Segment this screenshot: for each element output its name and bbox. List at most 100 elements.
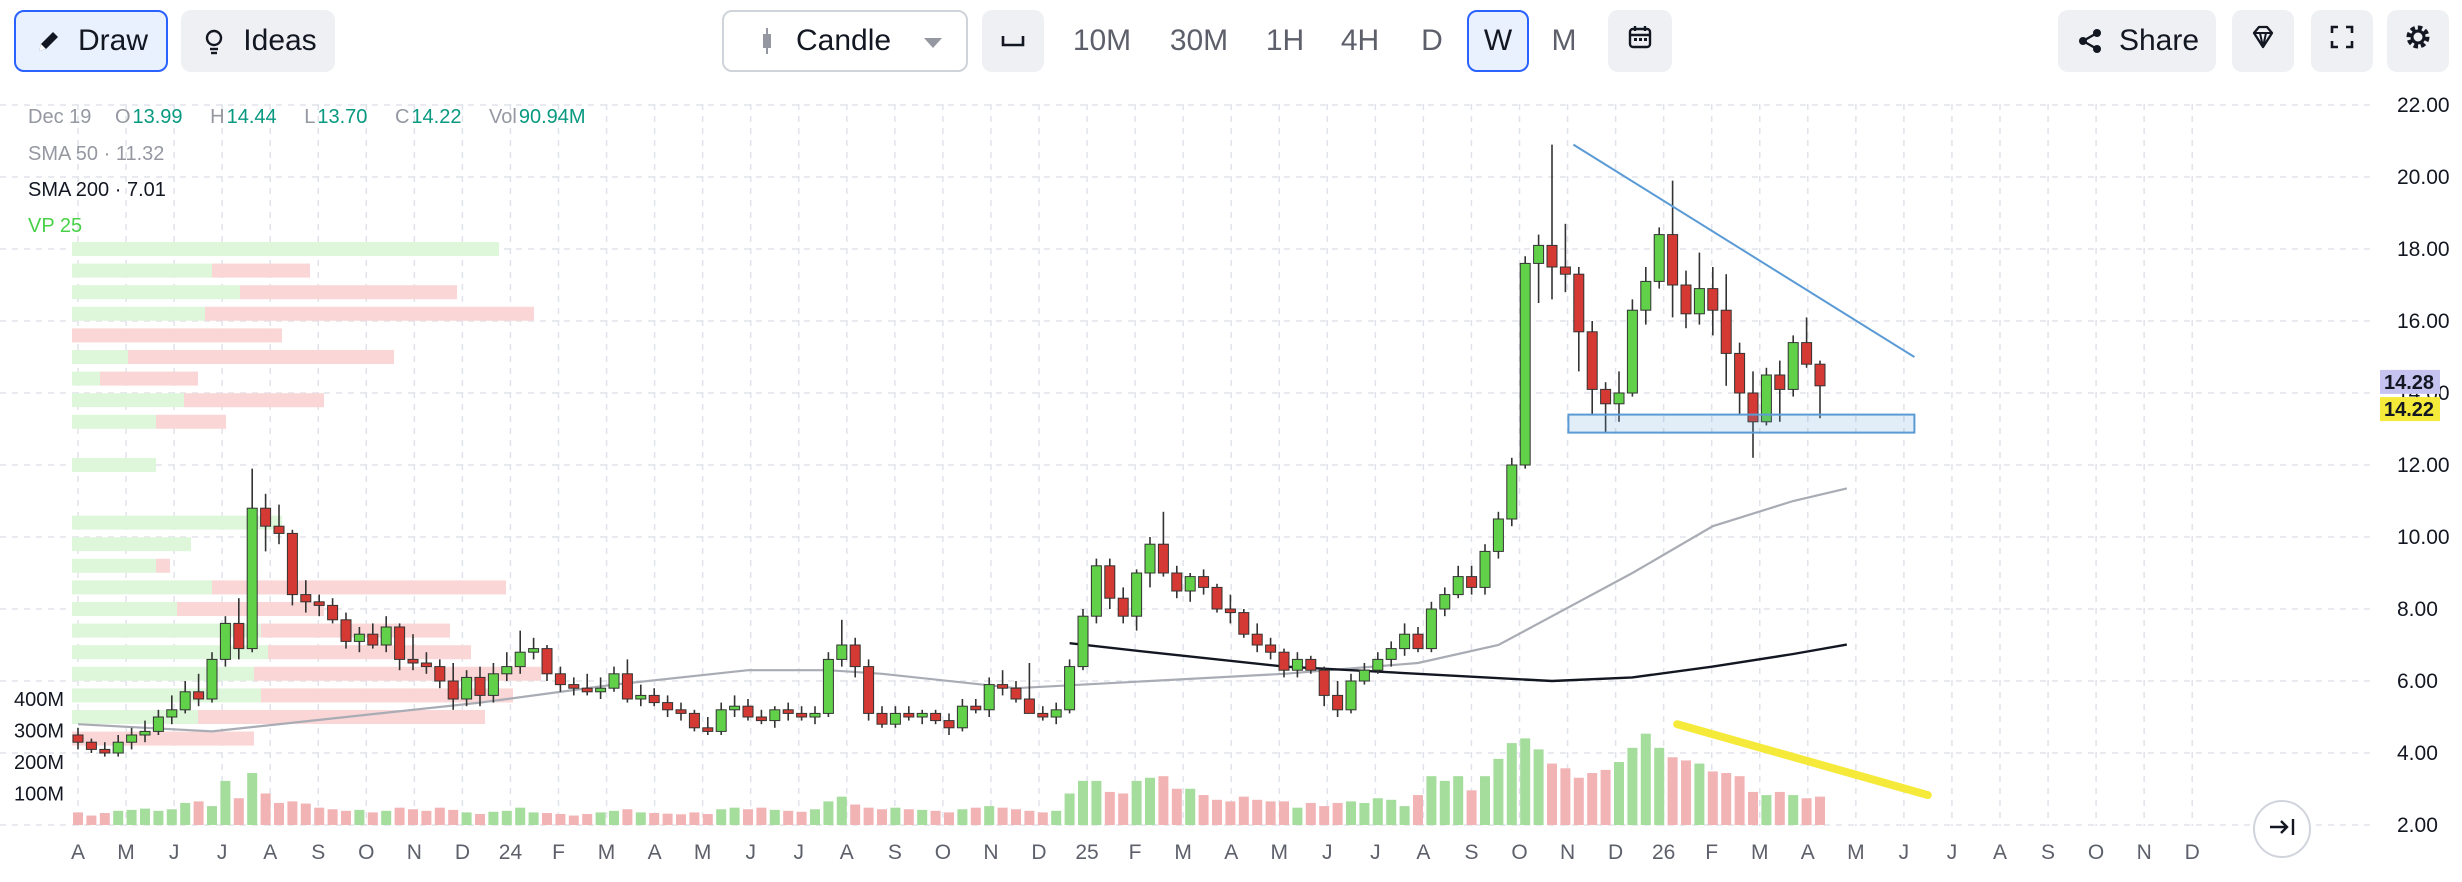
candle-body — [1640, 280, 1652, 311]
candle-body — [675, 709, 687, 714]
candle-body — [1077, 615, 1089, 668]
candle-body — [1050, 709, 1062, 718]
volume-bar-down — [1413, 795, 1423, 825]
candle-body — [541, 648, 553, 675]
settings-button[interactable] — [2387, 10, 2449, 72]
volume-bar-down — [1573, 777, 1584, 825]
volume-bar-down — [1011, 809, 1021, 825]
candle-down — [568, 677, 580, 696]
candle-body — [367, 633, 379, 646]
sma200-legend[interactable]: SMA 200 · 7.01 — [28, 179, 166, 202]
candle-body — [487, 673, 499, 696]
volume-bar-down — [1104, 791, 1115, 825]
candle-body — [1345, 680, 1357, 711]
price-axis[interactable]: 2.004.006.008.0010.0012.0014.0016.0018.0… — [2380, 94, 2450, 837]
gem-button[interactable] — [2232, 10, 2294, 72]
candle-down — [796, 706, 808, 721]
calendar-button[interactable] — [1608, 10, 1672, 72]
timeframe-w[interactable]: W — [1467, 10, 1529, 72]
time-axis[interactable]: A M J J A S O N D 24 F M A M J J A S O N D 25 F M A M J J A S O N D 26 F M A… — [71, 841, 2200, 864]
candle-down — [1265, 637, 1277, 660]
candle-body — [1198, 576, 1210, 588]
candle-body — [1144, 543, 1156, 574]
timeframe-1h[interactable]: 1H — [1265, 24, 1305, 57]
candle-body — [836, 644, 848, 660]
fullscreen-button[interactable] — [2311, 10, 2373, 72]
volume-highlight-line — [1673, 720, 1932, 800]
timeframe-10m[interactable]: 10M — [1072, 24, 1132, 57]
volume-bar-up — [1386, 799, 1397, 825]
candle-up — [809, 706, 821, 725]
sma50-legend[interactable]: SMA 50 · 11.32 — [28, 143, 164, 166]
volume-bar-up — [1614, 762, 1624, 825]
vp-bar-down — [100, 371, 198, 386]
candle-up — [1439, 587, 1451, 617]
candle-down — [260, 493, 272, 552]
candle-down — [1774, 360, 1786, 422]
vp-legend[interactable]: VP 25 — [28, 215, 83, 237]
space-button[interactable] — [982, 10, 1044, 72]
timeframe-4h[interactable]: 4H — [1340, 24, 1380, 57]
candle-down — [541, 645, 553, 681]
volume-bar-up — [1131, 780, 1142, 825]
volume-bar-down — [1466, 790, 1477, 825]
support-zone — [1567, 413, 1916, 434]
volume-tick-label: 200M — [14, 752, 64, 774]
time-tick-label: J — [169, 841, 180, 864]
candle-body — [863, 666, 875, 714]
candle-up — [1090, 558, 1102, 624]
volume-bar-down — [1118, 793, 1129, 825]
ohlc-legend: Dec 19 O 13.99 H 14.44 L 13.70 C 14.22 Vol 90… — [28, 106, 586, 129]
time-tick-label: F — [1705, 841, 1718, 864]
volume-bar-up — [140, 808, 150, 825]
ideas-button[interactable]: Ideas — [181, 10, 335, 72]
volume-bar-down — [944, 812, 954, 825]
candle-up — [206, 652, 218, 703]
price-tick-label: 18.00 — [2397, 238, 2450, 261]
volume-bar-up — [1788, 795, 1799, 825]
candle-body — [152, 716, 164, 732]
candle-body — [1184, 576, 1196, 592]
scroll-to-end-button[interactable] — [2253, 800, 2311, 858]
volume-bar-down — [1279, 801, 1289, 825]
share-button[interactable]: Share — [2058, 10, 2216, 72]
candle-up — [353, 627, 365, 653]
volume-bar-down — [903, 809, 914, 825]
time-tick-label: F — [552, 841, 565, 864]
volume-bar-down — [1707, 771, 1718, 825]
volume-bar-down — [1305, 802, 1316, 825]
candle-body — [1801, 342, 1813, 365]
candle-down — [286, 529, 298, 606]
candlesticks — [72, 144, 1826, 757]
chart-overlays — [77, 487, 1848, 733]
timeframe-d[interactable]: D — [1421, 24, 1443, 57]
volume-bar-down — [421, 810, 432, 825]
candle-body — [983, 684, 995, 711]
vp-bar-up — [72, 558, 156, 573]
candle-icon — [752, 26, 782, 56]
volume-bar-up — [354, 809, 365, 825]
timeframe-m[interactable]: M — [1551, 24, 1577, 57]
vp-bar-down — [205, 306, 534, 321]
candle-body — [1224, 608, 1236, 614]
chart-style-select[interactable]: Candle — [722, 10, 968, 72]
time-tick-label: O — [1511, 841, 1527, 864]
vp-bar-down — [156, 558, 170, 573]
vp-bar-up — [72, 393, 184, 408]
candle-up — [166, 695, 178, 725]
price-chart[interactable]: 2.004.006.008.0010.0012.0014.0016.0018.0… — [0, 86, 2462, 882]
volume-bar-down — [99, 813, 110, 825]
volume-bar-down — [1801, 798, 1812, 825]
candle-up — [1131, 569, 1143, 631]
candle-down — [1600, 382, 1612, 433]
candle-body — [380, 626, 392, 646]
candle-body — [568, 684, 580, 689]
candle-up — [1506, 457, 1518, 527]
candle-body — [1010, 687, 1022, 700]
draw-button[interactable]: Draw — [14, 10, 168, 72]
timeframe-30m[interactable]: 30M — [1169, 24, 1229, 57]
candle-down — [233, 598, 245, 660]
candle-down — [273, 504, 285, 545]
time-tick-label: J — [1899, 841, 1910, 864]
volume-bar-down — [1265, 801, 1276, 825]
